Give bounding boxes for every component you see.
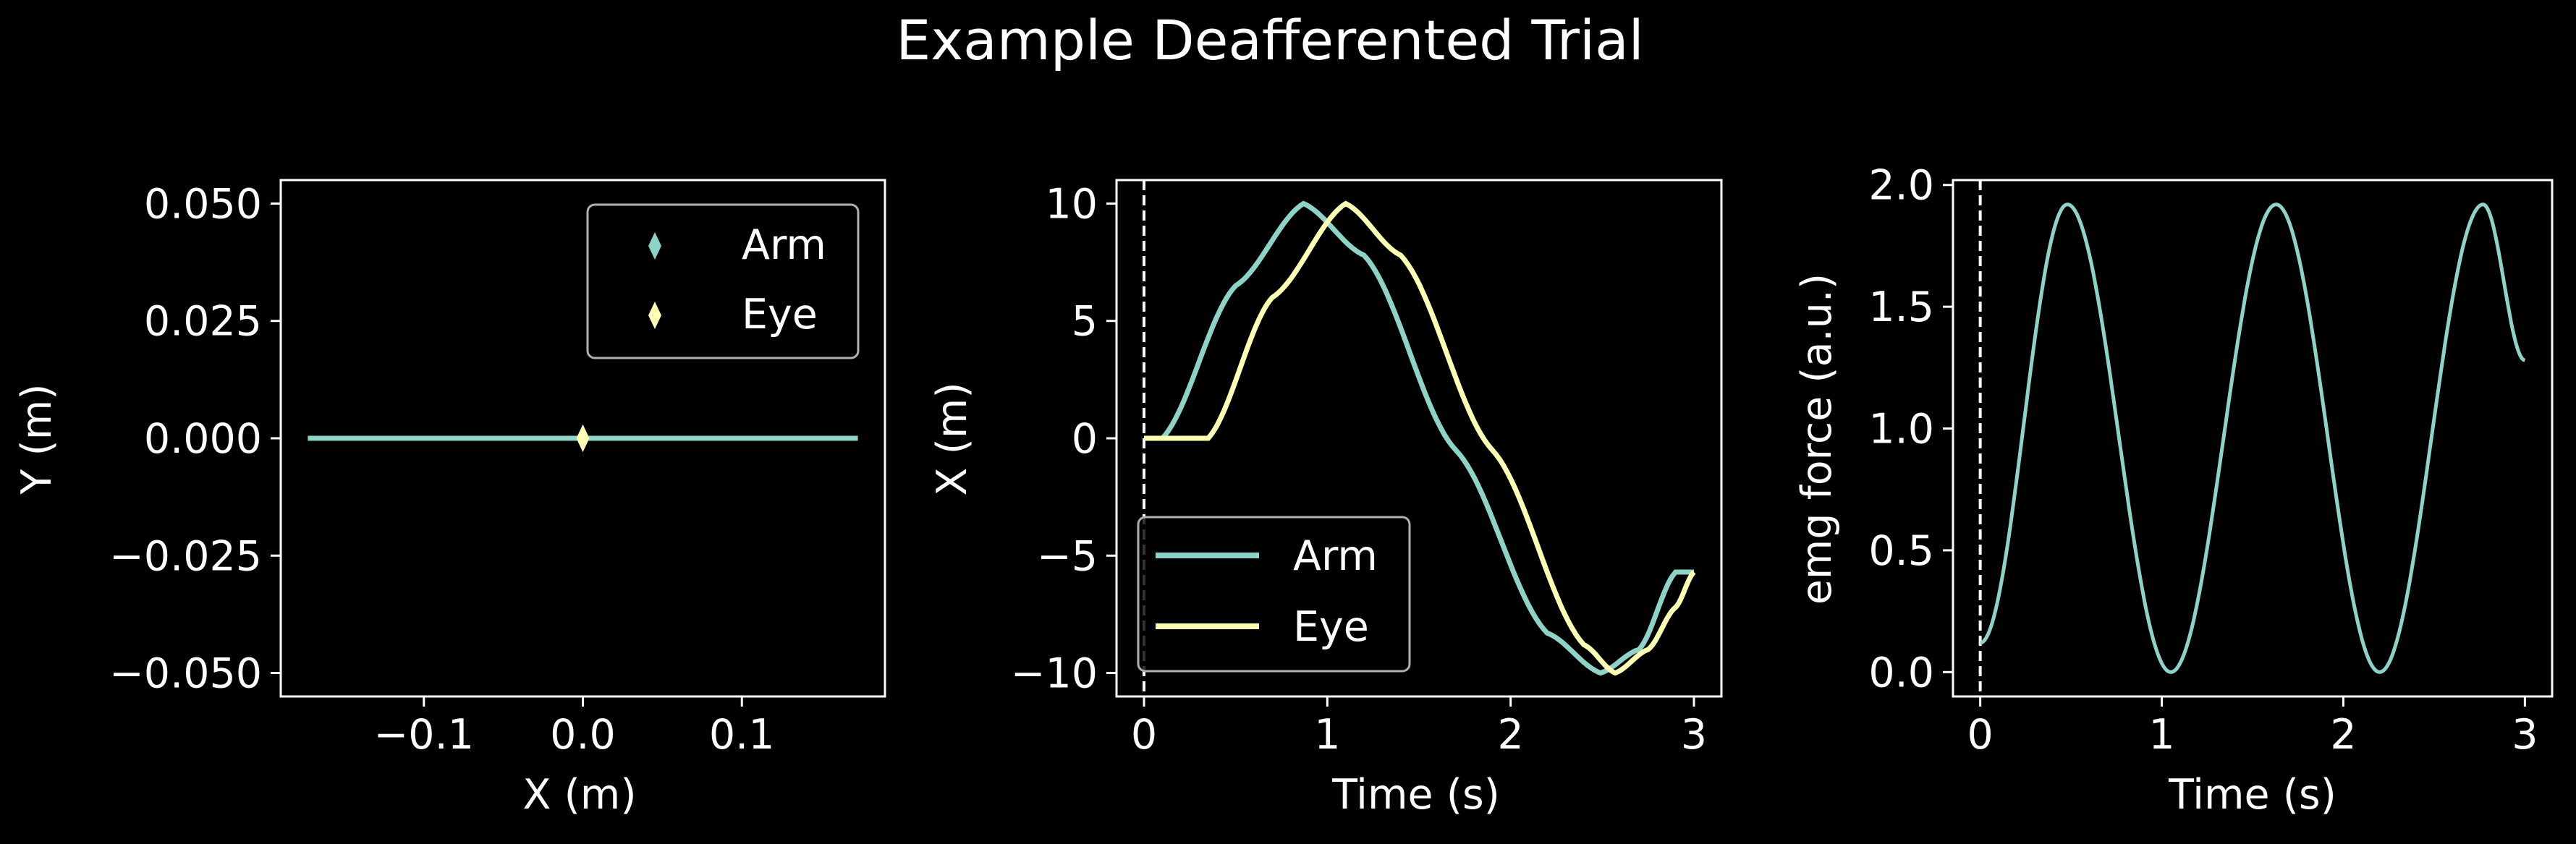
emg-force-x-tick-label: 2 <box>2330 711 2356 759</box>
figure-title: Example Deafferented Trial <box>896 8 1644 72</box>
emg-force-y-tick-label: 1.0 <box>1868 406 1934 453</box>
arm-eye-x-x-axis-label: Time (s) <box>1331 771 1500 819</box>
arm-eye-x-x-tick-label: 1 <box>1314 711 1340 759</box>
arm-eye-x-y-axis-label: X (m) <box>928 382 976 495</box>
arm-eye-x-y-tick-label: 5 <box>1072 298 1098 346</box>
position-y-tick-label: −0.025 <box>109 532 262 580</box>
emg-force-x-axis-label: Time (s) <box>2168 771 2336 819</box>
position-legend: Arm Eye <box>586 203 860 359</box>
emg-force-y-tick-label: 1.5 <box>1868 284 1934 331</box>
emg-force-panel: 0 1 2 3 0.0 0.5 1.0 1.5 2.0 Time (s) emg force (… <box>1793 162 2554 819</box>
emg-force-series-emg-force <box>1980 203 2526 674</box>
arm-eye-x-y-tick-label: 10 <box>1045 180 1098 228</box>
arm-eye-x-y-tick-label: 0 <box>1072 415 1098 463</box>
arm-eye-x-series-eye <box>1144 200 1696 676</box>
arm-eye-x-panel: 0 1 2 3 −10 −5 0 5 10 Time (s) X (m) Arm Eye <box>928 179 1723 819</box>
arm-eye-x-x-tick-label: 0 <box>1131 711 1157 759</box>
position-x-tick-label: 0.1 <box>709 711 775 759</box>
position-x-tick-label: −0.1 <box>374 711 474 759</box>
position-panel: −0.1 0.0 0.1 −0.050 −0.025 0.000 0.025 0.050 X … <box>13 179 886 819</box>
arm-eye-x-x-tick-label: 3 <box>1681 711 1707 759</box>
emg-force-x-tick-label: 3 <box>2512 711 2538 759</box>
emg-force-x-tick-label: 0 <box>1967 711 1994 759</box>
emg-force-y-tick-label: 0.0 <box>1868 649 1934 696</box>
emg-force-y-tick-label: 0.5 <box>1868 527 1934 575</box>
position-y-axis-label: Y (m) <box>13 384 61 495</box>
eye-diamond-icon <box>648 302 661 329</box>
position-y-tick-label: −0.050 <box>109 650 262 698</box>
emg-force-y-axis-label: emg force (a.u.) <box>1793 273 1841 605</box>
arm-eye-x-legend: Arm Eye <box>1137 516 1411 673</box>
arm-eye-x-y-tick-label: −5 <box>1037 532 1098 580</box>
position-marker-eye <box>576 425 590 452</box>
emg-force-x-tick-label: 1 <box>2148 711 2174 759</box>
emg-force-plot-area: 0 1 2 3 0.0 0.5 1.0 1.5 2.0 <box>1868 162 2554 759</box>
position-x-axis-label: X (m) <box>522 771 636 819</box>
position-x-tick-label: 0.0 <box>550 711 616 759</box>
emg-force-y-tick-label: 2.0 <box>1868 162 1934 210</box>
position-legend-arm-label: Arm <box>742 221 826 269</box>
position-y-tick-label: 0.000 <box>144 415 262 463</box>
position-y-tick-label: 0.050 <box>144 180 262 228</box>
arm-eye-x-legend-eye-label: Eye <box>1293 603 1369 651</box>
position-legend-eye-label: Eye <box>742 291 818 338</box>
arm-eye-x-series-arm <box>1144 200 1694 676</box>
arm-diamond-icon <box>648 232 661 260</box>
position-y-tick-label: 0.025 <box>144 298 262 346</box>
arm-eye-x-x-tick-label: 2 <box>1498 711 1524 759</box>
position-plot-area: −0.1 0.0 0.1 −0.050 −0.025 0.000 0.025 0.050 <box>109 179 886 759</box>
arm-eye-x-legend-arm-label: Arm <box>1293 532 1378 580</box>
arm-eye-x-y-tick-label: −10 <box>1011 650 1098 698</box>
emg-force-axes-frame <box>1952 179 2554 698</box>
